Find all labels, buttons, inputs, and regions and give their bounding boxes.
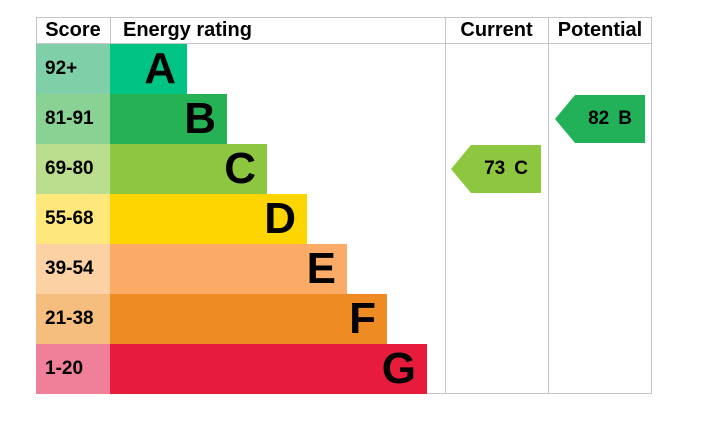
divider-energy-current	[445, 17, 446, 394]
band-row-F: 21-38 F	[36, 294, 652, 344]
header-potential: Potential	[557, 19, 643, 41]
band-row-G: 1-20 G	[36, 344, 652, 394]
current-rating-arrow: 73 C	[451, 145, 541, 193]
score-range-A: 92+	[36, 44, 110, 94]
table-border-top	[36, 17, 652, 18]
header-current: Current	[460, 19, 533, 41]
energy-bar-D: D	[110, 194, 307, 244]
epc-chart: Score Energy rating Current Potential 92…	[36, 17, 652, 394]
energy-bar-C: C	[110, 144, 267, 194]
score-range-D: 55-68	[36, 194, 110, 244]
potential-rating-label: 82 B	[575, 95, 645, 143]
energy-bar-F: F	[110, 294, 387, 344]
energy-bar-A: A	[110, 44, 187, 94]
current-arrow-shape-icon	[451, 145, 541, 193]
score-range-B: 81-91	[36, 94, 110, 144]
potential-band-letter: B	[618, 108, 632, 129]
band-row-D: 55-68 D	[36, 194, 652, 244]
band-row-A: 92+ A	[36, 44, 652, 94]
score-range-G: 1-20	[36, 344, 110, 394]
band-row-B: 81-91 B	[36, 94, 652, 144]
band-row-E: 39-54 E	[36, 244, 652, 294]
current-score-value: 73	[484, 158, 506, 179]
divider-score-energy	[110, 17, 111, 44]
score-range-C: 69-80	[36, 144, 110, 194]
divider-current-potential	[548, 17, 549, 394]
potential-arrow-shape-icon	[555, 95, 645, 143]
potential-rating-arrow: 82 B	[555, 95, 645, 143]
header-energy-rating: Energy rating	[123, 19, 252, 41]
energy-bar-B: B	[110, 94, 227, 144]
score-range-F: 21-38	[36, 294, 110, 344]
current-rating-label: 73 C	[471, 145, 541, 193]
energy-bar-E: E	[110, 244, 347, 294]
current-band-letter: C	[514, 158, 528, 179]
potential-score-value: 82	[588, 108, 610, 129]
score-range-E: 39-54	[36, 244, 110, 294]
energy-bar-G: G	[110, 344, 427, 394]
table-border-right	[651, 17, 652, 394]
header-score: Score	[45, 19, 101, 41]
band-row-C: 69-80 C	[36, 144, 652, 194]
header-underline	[36, 43, 652, 44]
